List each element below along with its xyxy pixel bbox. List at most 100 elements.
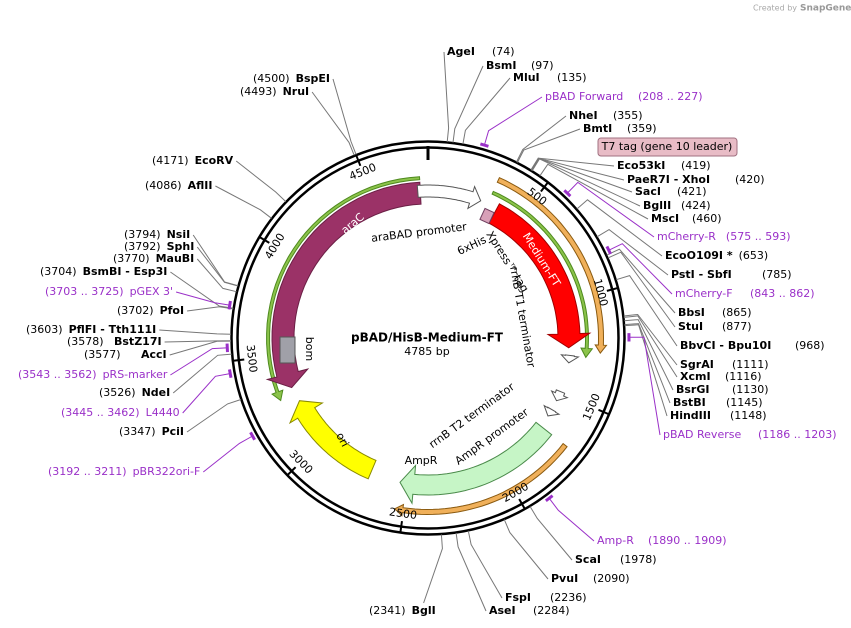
leader-line [159, 329, 232, 335]
site-position: (2284) [533, 604, 570, 617]
leader-line [629, 336, 661, 436]
ring-tick [259, 236, 270, 244]
site-name: PstI - SbfI [671, 268, 732, 281]
site-name: StuI [678, 320, 703, 333]
annotation-arc [266, 176, 421, 402]
primer-name: mCherry-R [657, 230, 716, 243]
site-position: (1130) [732, 383, 769, 396]
site-name: BsmI [486, 59, 517, 72]
leader-line [196, 258, 237, 293]
feature-arrow [399, 421, 553, 505]
leader-line [623, 315, 678, 378]
ring-tick [540, 182, 549, 193]
site-position: (421) [677, 185, 707, 198]
site-name: MauBI [156, 252, 195, 265]
site-name: BspEI [296, 72, 330, 85]
primer-name: pBAD Forward [545, 90, 623, 103]
site-position: (4500) [253, 72, 290, 85]
site-name: NdeI [142, 386, 171, 399]
site-position: (2341) [369, 604, 406, 617]
primer-range: (3703 .. 3725) [45, 285, 124, 298]
site-position: (420) [735, 173, 765, 186]
site-position: (2236) [550, 591, 587, 604]
site-position: (419) [681, 159, 711, 172]
leader-line [576, 199, 663, 257]
feature-label: araBAD promoter [370, 220, 467, 245]
site-name: Eco53kI [617, 159, 665, 172]
feature-arrow [560, 354, 580, 364]
feature-label: bom [303, 337, 316, 361]
site-name: PvuI [551, 572, 578, 585]
leader-line [616, 275, 678, 347]
leader-line [609, 243, 673, 295]
site-name: XcmI [680, 370, 711, 383]
site-position: (1978) [620, 553, 657, 566]
site-name: BsmBI - Esp3I [83, 265, 168, 278]
ring-outer [230, 140, 626, 536]
site-position: (4086) [145, 179, 182, 192]
feature-label: rrnB T1 terminator [507, 265, 538, 369]
ring-tick-label: 1500 [580, 392, 603, 423]
annotation-arc [393, 442, 568, 517]
leader-line [172, 353, 232, 394]
leader-line [549, 498, 595, 542]
annotation-arc [496, 177, 608, 354]
primer-range: (3192 .. 3211) [48, 465, 127, 478]
feature-label: ori [333, 430, 351, 449]
leader-line [215, 185, 272, 219]
primer-name: pBR322ori-F [133, 465, 201, 478]
site-position: (1145) [726, 396, 763, 409]
primer-mark [249, 431, 256, 441]
primer-name: pGEX 3' [130, 285, 174, 298]
ring-tick [355, 155, 362, 167]
primer-range: (575 .. 593) [726, 230, 791, 243]
leader-line [623, 313, 678, 366]
leader-line [624, 319, 674, 391]
site-name: AseI [489, 604, 516, 617]
leader-line [462, 77, 511, 145]
primer-range: (208 .. 227) [638, 90, 703, 103]
site-name: BstBI [673, 396, 706, 409]
leader-line [332, 78, 357, 155]
leader-line [169, 340, 232, 356]
site-name: EcoRV [195, 154, 234, 167]
site-name: PciI [162, 425, 184, 438]
site-name: EcoO109I * [665, 249, 733, 262]
site-name: FspI [505, 591, 531, 604]
site-position: (3702) [117, 304, 154, 317]
primer-mark [563, 189, 572, 198]
leader-line [455, 532, 487, 612]
site-position: (359) [627, 122, 657, 135]
site-name: BsrGI [676, 383, 709, 396]
feature-arrow [543, 404, 561, 417]
site-position: (3704) [40, 265, 77, 278]
site-position: (1111) [732, 358, 769, 371]
primer-range: (3543 .. 3562) [18, 368, 97, 381]
leader-line [531, 158, 641, 207]
ring-tick [287, 466, 297, 476]
site-position: (3578) [67, 335, 104, 348]
ring-tick [518, 498, 526, 510]
site-name: SphI [167, 240, 195, 253]
leader-line [529, 506, 573, 561]
leader-line [567, 181, 655, 238]
ring-tick [606, 287, 618, 292]
ring-tick [399, 521, 403, 533]
site-name: AccI [141, 348, 167, 361]
feature-arrow [550, 389, 569, 402]
primer-mark [227, 300, 232, 310]
leader-line [187, 306, 234, 312]
leader-line [516, 128, 581, 163]
ring-tick-label: 3500 [244, 344, 260, 373]
feature-box [479, 207, 495, 225]
tag-box [597, 137, 738, 157]
site-name: PaeR7I - XhoI [627, 173, 710, 186]
feature-label: rrnB T2 terminator [426, 380, 517, 451]
site-name: ScaI [575, 553, 601, 566]
primer-name: pRS-marker [103, 368, 168, 381]
site-position: (3577) [84, 348, 121, 361]
site-position: (3792) [124, 240, 161, 253]
primer-name: Amp-R [597, 534, 634, 547]
watermark-brand: SnapGene [800, 4, 851, 14]
